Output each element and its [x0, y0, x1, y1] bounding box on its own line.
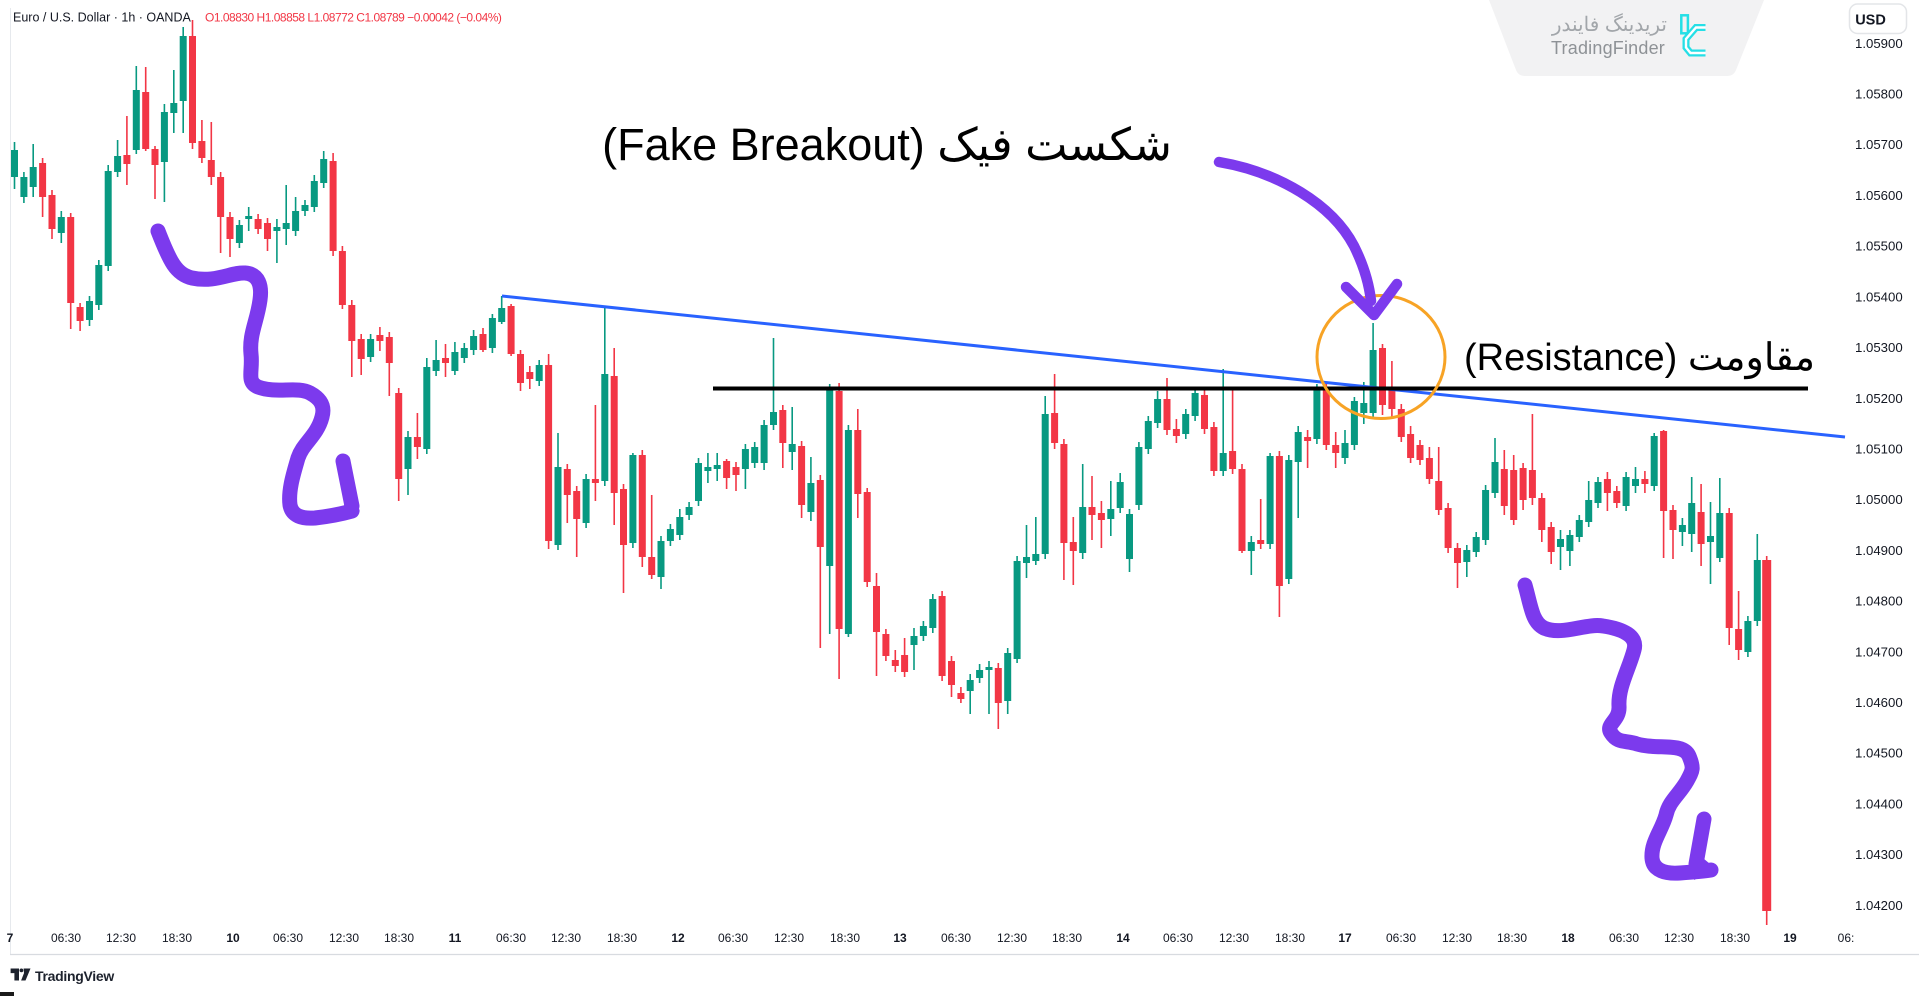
svg-text:14: 14	[1116, 931, 1130, 945]
svg-text:1.04900: 1.04900	[1855, 543, 1903, 558]
svg-text:18:30: 18:30	[1052, 931, 1082, 945]
svg-text:1.05000: 1.05000	[1855, 492, 1903, 507]
svg-text:1.04700: 1.04700	[1855, 644, 1903, 659]
svg-text:10: 10	[226, 931, 240, 945]
svg-text:1.04200: 1.04200	[1855, 898, 1903, 913]
svg-text:17: 17	[1338, 931, 1352, 945]
svg-text:12:30: 12:30	[774, 931, 804, 945]
svg-text:06:30: 06:30	[51, 931, 81, 945]
svg-text:1.05600: 1.05600	[1855, 188, 1903, 203]
svg-text:12:30: 12:30	[106, 931, 136, 945]
svg-text:1.05400: 1.05400	[1855, 289, 1903, 304]
svg-text:1.04800: 1.04800	[1855, 594, 1903, 609]
svg-text:06:: 06:	[1838, 931, 1855, 945]
svg-text:12:30: 12:30	[997, 931, 1027, 945]
svg-text:12: 12	[671, 931, 685, 945]
svg-text:12:30: 12:30	[1442, 931, 1472, 945]
svg-text:18: 18	[1561, 931, 1575, 945]
svg-text:Euro / U.S. Dollar · 1h · OAND: Euro / U.S. Dollar · 1h · OANDA	[13, 11, 191, 25]
svg-text:06:30: 06:30	[941, 931, 971, 945]
svg-text:1.05100: 1.05100	[1855, 442, 1903, 457]
svg-text:1.05900: 1.05900	[1855, 36, 1903, 51]
svg-text:1.04600: 1.04600	[1855, 695, 1903, 710]
svg-text:18:30: 18:30	[1275, 931, 1305, 945]
svg-text:TradingView: TradingView	[35, 968, 114, 984]
svg-text:06:30: 06:30	[718, 931, 748, 945]
svg-text:18:30: 18:30	[1720, 931, 1750, 945]
svg-text:7: 7	[7, 931, 14, 945]
svg-text:18:30: 18:30	[384, 931, 414, 945]
svg-text:1.05200: 1.05200	[1855, 391, 1903, 406]
svg-text:18:30: 18:30	[830, 931, 860, 945]
svg-text:12:30: 12:30	[551, 931, 581, 945]
svg-text:13: 13	[893, 931, 907, 945]
svg-text:19: 19	[1783, 931, 1797, 945]
svg-text:12:30: 12:30	[1219, 931, 1249, 945]
svg-text:18:30: 18:30	[607, 931, 637, 945]
svg-text:1.04300: 1.04300	[1855, 847, 1903, 862]
svg-text:06:30: 06:30	[1386, 931, 1416, 945]
svg-text:1.05500: 1.05500	[1855, 239, 1903, 254]
svg-text:18:30: 18:30	[1497, 931, 1527, 945]
svg-text:1.05700: 1.05700	[1855, 137, 1903, 152]
svg-text:USD: USD	[1855, 13, 1886, 29]
svg-text:12:30: 12:30	[329, 931, 359, 945]
svg-text:11: 11	[449, 931, 462, 945]
svg-text:1.05800: 1.05800	[1855, 87, 1903, 102]
svg-text:06:30: 06:30	[496, 931, 526, 945]
svg-text:1.05300: 1.05300	[1855, 340, 1903, 355]
svg-text:06:30: 06:30	[1609, 931, 1639, 945]
svg-text:18:30: 18:30	[162, 931, 192, 945]
svg-text:12:30: 12:30	[1664, 931, 1694, 945]
svg-text:O1.08830 H1.08858 L1.08772 C1.: O1.08830 H1.08858 L1.08772 C1.08789 −0.0…	[205, 11, 502, 25]
svg-text:1.04400: 1.04400	[1855, 796, 1903, 811]
svg-text:06:30: 06:30	[273, 931, 303, 945]
svg-text:1.04500: 1.04500	[1855, 746, 1903, 761]
svg-text:06:30: 06:30	[1163, 931, 1193, 945]
